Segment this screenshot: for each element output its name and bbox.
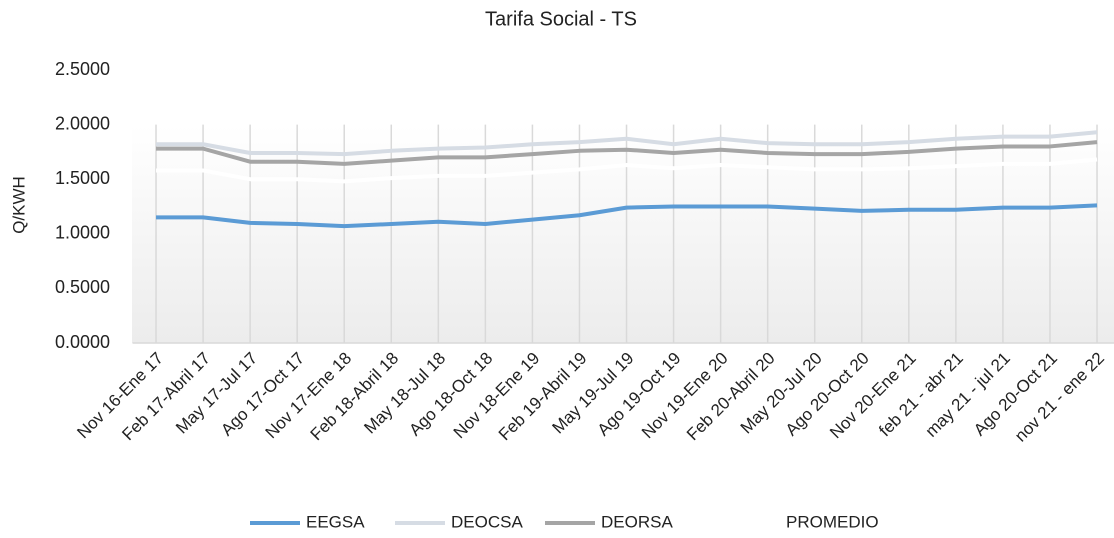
legend-label: DEOCSA bbox=[451, 512, 523, 531]
plot-background bbox=[132, 125, 1114, 343]
y-tick-label: 2.0000 bbox=[55, 113, 110, 133]
x-tick-label: Ago 19-Oct 19 bbox=[594, 349, 685, 440]
x-tick-label: May 19-Jul 19 bbox=[549, 349, 638, 438]
chart-title: Tarifa Social - TS bbox=[485, 8, 637, 30]
series-line bbox=[156, 203, 1098, 229]
y-tick-label: 0.5000 bbox=[55, 277, 110, 297]
legend-label: DEORSA bbox=[601, 512, 673, 531]
y-tick-label: 1.5000 bbox=[55, 168, 110, 188]
series-line bbox=[156, 157, 1098, 184]
x-tick-label: Ago 17-Oct 17 bbox=[217, 349, 308, 440]
y-tick-label: 0.0000 bbox=[55, 332, 110, 352]
x-tick-label: feb 21 - abr 21 bbox=[875, 349, 967, 441]
x-tick-label: Ago 20-Oct 21 bbox=[970, 349, 1061, 440]
y-tick-label: 1.0000 bbox=[55, 223, 110, 243]
y-axis-label: Q/KWH bbox=[9, 176, 28, 234]
x-tick-label: May 17-Jul 17 bbox=[172, 349, 261, 438]
legend-label: EEGSA bbox=[306, 512, 365, 531]
x-tick-label: Ago 18-Oct 18 bbox=[405, 349, 496, 440]
x-tick-label: Ago 20-Oct 20 bbox=[782, 349, 873, 440]
x-tick-label: May 20-Jul 20 bbox=[737, 349, 826, 438]
x-tick-label: May 18-Jul 18 bbox=[360, 349, 449, 438]
series-line bbox=[156, 130, 1098, 157]
series-line bbox=[156, 140, 1098, 166]
legend-label: PROMEDIO bbox=[786, 512, 879, 531]
y-tick-label: 2.5000 bbox=[55, 59, 110, 79]
